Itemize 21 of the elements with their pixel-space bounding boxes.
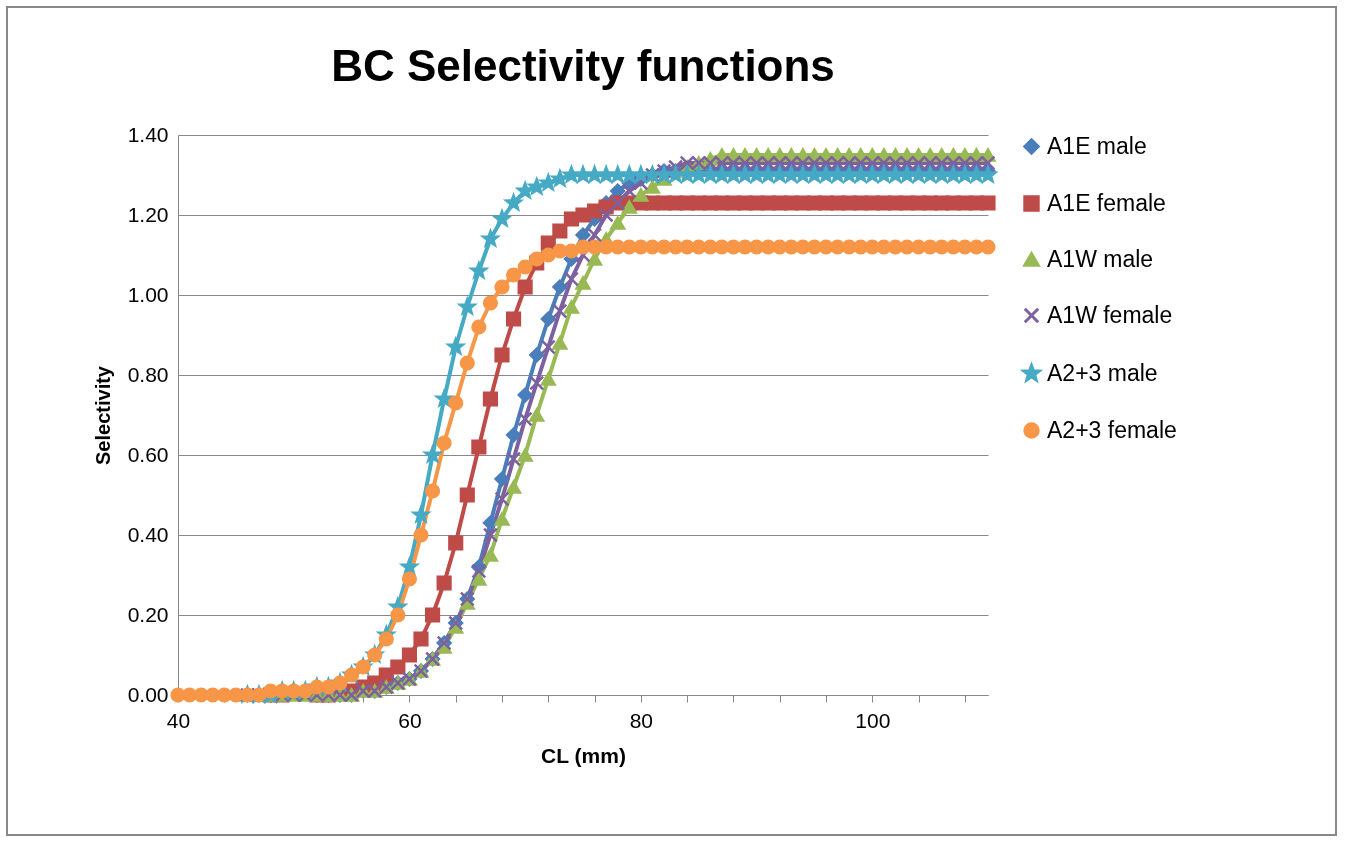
y-tick-label: 0.00 bbox=[127, 682, 169, 706]
legend-label: A1W female bbox=[1047, 301, 1173, 328]
y-tick-label: 0.80 bbox=[127, 362, 169, 386]
y-tick-label: 0.20 bbox=[127, 602, 169, 626]
legend-label: A1E male bbox=[1047, 132, 1147, 159]
legend-label: A2+3 male bbox=[1047, 359, 1158, 386]
y-axis-title: Selectivity bbox=[91, 365, 114, 465]
legend-label: A1W male bbox=[1047, 245, 1154, 272]
y-tick-label: 1.00 bbox=[127, 282, 169, 306]
y-tick-label: 0.40 bbox=[127, 522, 169, 546]
x-axis-title: CL (mm) bbox=[541, 743, 626, 767]
x-tick-label: 80 bbox=[629, 708, 654, 732]
x-tick-label: 60 bbox=[398, 708, 422, 732]
legend-label: A1E female bbox=[1047, 189, 1166, 216]
legend-label: A2+3 female bbox=[1047, 416, 1177, 443]
y-tick-label: 1.40 bbox=[127, 122, 169, 146]
y-tick-label: 1.20 bbox=[127, 202, 169, 226]
x-tick-label: 100 bbox=[855, 708, 891, 732]
x-tick-label: 40 bbox=[166, 708, 191, 732]
chart-title: BC Selectivity functions bbox=[331, 41, 835, 90]
y-tick-label: 0.60 bbox=[127, 442, 169, 466]
